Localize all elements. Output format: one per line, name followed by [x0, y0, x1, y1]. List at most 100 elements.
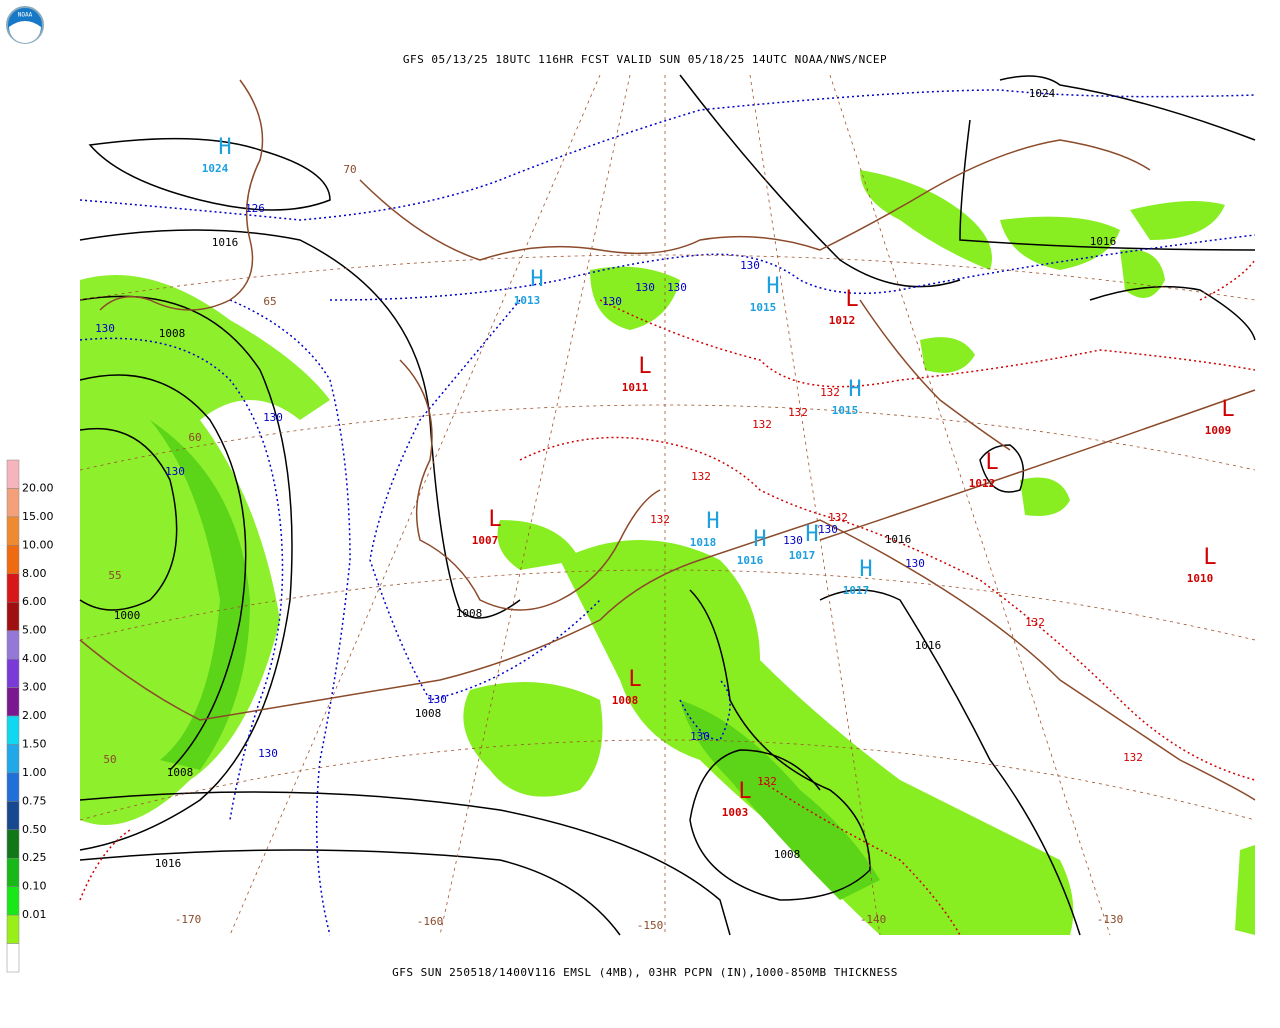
center-letter: L: [738, 779, 751, 804]
contour-label: 130: [740, 259, 760, 272]
center-pressure: 1016: [737, 554, 764, 567]
center-pressure: 1011: [622, 381, 649, 394]
legend-swatch: [6, 459, 20, 489]
center-letter: H: [753, 527, 766, 552]
legend-label: 1.50: [22, 737, 47, 750]
center-letter: L: [845, 287, 858, 312]
contour-label: 130: [783, 534, 803, 547]
center-letter: H: [706, 509, 719, 534]
center-pressure: 1015: [832, 404, 859, 417]
contour-label: 130: [427, 693, 447, 706]
contour-label: 1016: [885, 533, 912, 546]
title: GFS 05/13/25 18UTC 116HR FCST VALID SUN …: [403, 53, 887, 66]
coastlines: [79, 79, 1256, 801]
center-pressure: 1013: [514, 294, 541, 307]
legend-swatch: [6, 943, 20, 973]
center-pressure: 1012: [969, 477, 996, 490]
contour-label: 130: [602, 295, 622, 308]
contour-label: 130: [905, 557, 925, 570]
contour-label: 130: [258, 747, 278, 760]
legend-swatch: [6, 630, 20, 660]
center-letter: H: [530, 267, 543, 292]
legend-label: 0.10: [22, 880, 47, 893]
legend-swatch: [6, 829, 20, 859]
contour-label: 130: [690, 730, 710, 743]
legend-label: 4.00: [22, 652, 47, 665]
noaa-logo: NOAA: [6, 6, 44, 44]
center-pressure: 1008: [612, 694, 639, 707]
contour-label: 70: [343, 163, 356, 176]
contour-label: 132: [788, 406, 808, 419]
legend-label: 15.00: [22, 510, 54, 523]
center-letter: L: [628, 667, 641, 692]
legend-label: 10.00: [22, 538, 54, 551]
contour-label: 130: [263, 411, 283, 424]
contour-label: 130: [165, 465, 185, 478]
contour-label: 130: [667, 281, 687, 294]
legend-label: 8.00: [22, 567, 47, 580]
contour-label: 132: [691, 470, 711, 483]
center-letter: L: [1203, 545, 1216, 570]
map-labels: H 1024 H 1013 H 1015 L 1012 L 1011 H 1015 L 1009 L 1012…: [95, 87, 1235, 932]
contour-label: -160: [417, 915, 444, 928]
center-pressure: 1024: [202, 162, 229, 175]
legend-label: 2.00: [22, 709, 47, 722]
contour-label: 1000: [114, 609, 141, 622]
contour-label: 1008: [415, 707, 442, 720]
legend-label: 0.75: [22, 794, 47, 807]
legend-swatch: [6, 914, 20, 944]
contour-label: 55: [108, 569, 121, 582]
contour-label: 126: [245, 202, 265, 215]
contour-label: 1016: [1090, 235, 1117, 248]
contour-label: 1008: [774, 848, 801, 861]
legend-swatch: [6, 488, 20, 518]
isobars: [79, 74, 1256, 936]
contour-label: -170: [175, 913, 202, 926]
contour-label: 132: [650, 513, 670, 526]
contour-label: 50: [103, 753, 116, 766]
contour-label: -140: [860, 913, 887, 926]
center-pressure: 1015: [750, 301, 777, 314]
legend-label: 0.01: [22, 908, 47, 921]
contour-label: -130: [1097, 913, 1124, 926]
center-pressure: 1017: [789, 549, 816, 562]
contour-label: 132: [757, 775, 777, 788]
contour-label: 132: [752, 418, 772, 431]
legend-swatch: [6, 772, 20, 802]
legend-swatch: [6, 715, 20, 745]
contour-label: 132: [1025, 616, 1045, 629]
logo-text: NOAA: [18, 12, 33, 19]
legend-swatch: [6, 744, 20, 774]
center-pressure: 1017: [843, 584, 870, 597]
center-pressure: 1007: [472, 534, 499, 547]
contour-label: 132: [1123, 751, 1143, 764]
center-pressure: 1009: [1205, 424, 1232, 437]
center-letter: L: [488, 507, 501, 532]
precip-areas: [80, 170, 1255, 935]
contour-label: 1016: [212, 236, 239, 249]
legend-swatch: [6, 857, 20, 887]
legend: 20.00 15.00 10.00 8.00 6.00 5.00 4.00 3.00 2.00 1…: [6, 459, 54, 973]
legend-label: 0.50: [22, 823, 47, 836]
caption: GFS SUN 250518/1400V116 EMSL (4MB), 03HR…: [392, 966, 898, 979]
legend-swatch: [6, 573, 20, 603]
legend-label: 1.00: [22, 766, 47, 779]
contour-label: 130: [818, 523, 838, 536]
legend-swatch: [6, 801, 20, 831]
contour-label: 1008: [456, 607, 483, 620]
contour-label: 1008: [159, 327, 186, 340]
legend-label: 20.00: [22, 481, 54, 494]
center-letter: H: [766, 274, 779, 299]
contour-label: 1016: [915, 639, 942, 652]
legend-swatch: [6, 545, 20, 575]
center-letter: L: [1221, 397, 1234, 422]
legend-label: 0.25: [22, 851, 47, 864]
legend-swatch: [6, 886, 20, 916]
contour-label: 130: [95, 322, 115, 335]
legend-swatch: [6, 601, 20, 631]
legend-swatch: [6, 658, 20, 688]
legend-swatch: [6, 687, 20, 717]
center-pressure: 1003: [722, 806, 749, 819]
contour-label: 1024: [1029, 87, 1056, 100]
contour-label: 132: [820, 386, 840, 399]
